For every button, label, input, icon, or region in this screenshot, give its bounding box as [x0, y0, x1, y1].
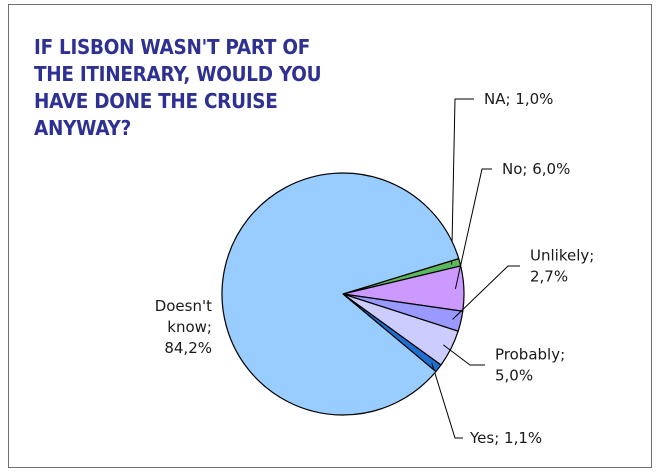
data-label: Probably; 5,0%: [495, 346, 565, 385]
leader-line: [454, 168, 492, 290]
leader-line: [442, 344, 485, 366]
leader-line: [451, 98, 474, 265]
chart-title: IF LISBON WASN'T PART OF THE ITINERARY, …: [34, 35, 322, 140]
leader-line: [431, 362, 463, 439]
pie-slice-doesn-t-know: [221, 172, 460, 416]
data-label: No; 6,0%: [502, 160, 570, 178]
data-label: Unlikely; 2,7%: [530, 247, 594, 286]
data-label: NA; 1,0%: [484, 90, 553, 108]
data-label: Doesn't know; 84,2%: [155, 297, 212, 357]
leader-line: [452, 265, 520, 320]
data-label: Yes; 1,1%: [469, 429, 542, 447]
